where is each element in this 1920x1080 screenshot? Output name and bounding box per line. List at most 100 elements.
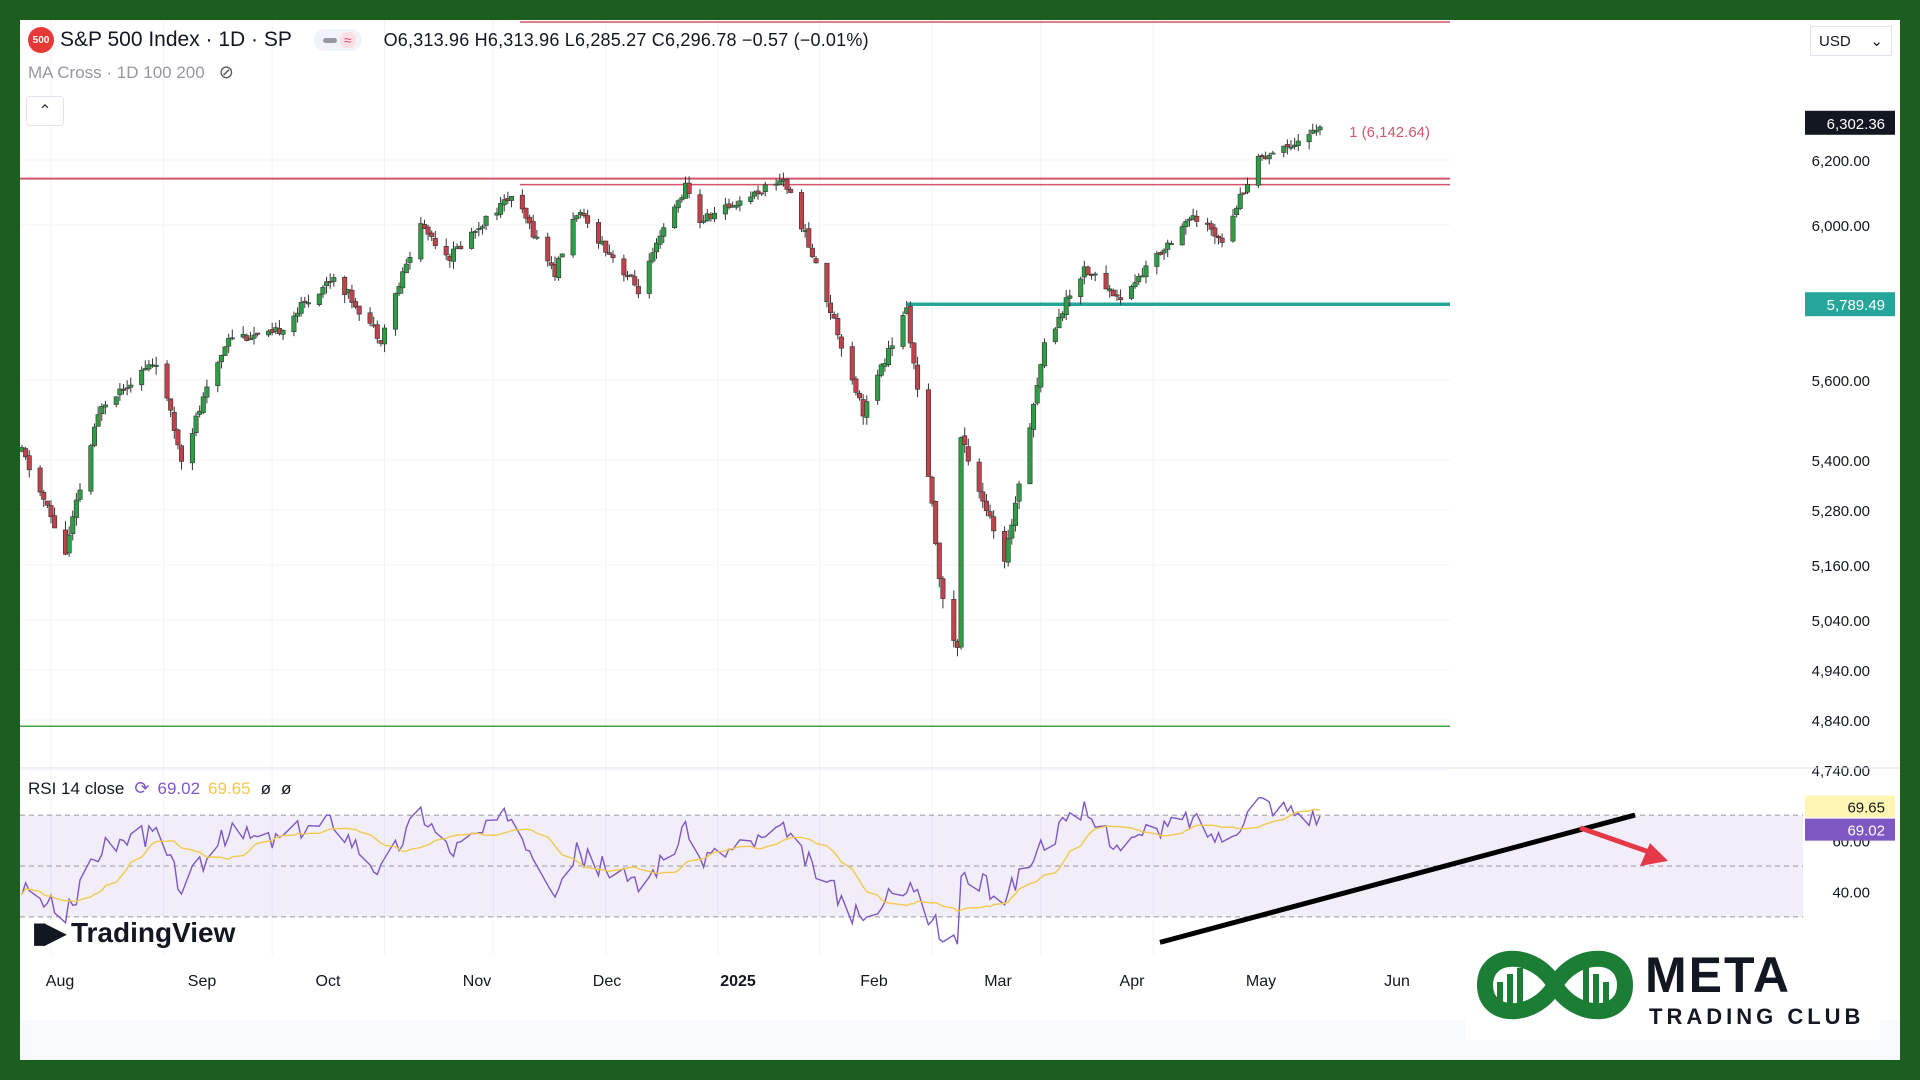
- candle-body: [1234, 207, 1240, 215]
- candle-body: [1092, 273, 1098, 276]
- candle-body: [530, 221, 536, 238]
- candle-body: [838, 336, 844, 349]
- candle-body: [1038, 364, 1044, 388]
- candle-body: [508, 196, 514, 201]
- candle-body: [799, 192, 805, 230]
- chevron-down-icon: ⌄: [1870, 33, 1883, 50]
- currency-select[interactable]: USD ⌄: [1810, 26, 1892, 56]
- candle-body: [933, 501, 939, 544]
- grid-layer: [20, 20, 1450, 955]
- support-badge-text: 5,789.49: [1827, 297, 1885, 314]
- tradingview-wordmark: TradingView: [70, 916, 236, 948]
- candle-body: [117, 388, 123, 396]
- candle-body: [556, 257, 562, 279]
- price-tick-label: 5,600.00: [1812, 373, 1870, 390]
- candle-body: [1114, 294, 1120, 297]
- candle-body: [483, 215, 489, 226]
- candle-body: [1306, 134, 1312, 143]
- candle-body: [23, 448, 29, 458]
- candle-body: [1078, 278, 1084, 298]
- candle-body: [1009, 524, 1015, 539]
- candle-body: [215, 362, 221, 386]
- candle-body: [128, 384, 134, 388]
- collapse-legend-button[interactable]: ⌃: [26, 96, 64, 126]
- candle-body: [733, 204, 739, 208]
- candle-body: [353, 301, 359, 308]
- candle-body: [1060, 313, 1066, 319]
- candle-body: [320, 287, 326, 295]
- price-tick-label: 6,000.00: [1812, 218, 1870, 235]
- meta-trading-club-logo: META TRADING CLUB: [1465, 930, 1880, 1040]
- symbol-title[interactable]: S&P 500 Index · 1D · SP: [60, 28, 292, 51]
- candle-body: [755, 190, 761, 195]
- chart-svg[interactable]: 1 (6,142.64)1 (6,133.36)0.5 (4,827.50)4,…: [20, 20, 1900, 1060]
- candle-body: [251, 334, 257, 339]
- candle-body: [1208, 223, 1214, 230]
- tradingview-logo[interactable]: ▮▶ TradingView: [32, 916, 235, 949]
- candle-body: [291, 315, 297, 333]
- eye-hidden-icon[interactable]: ⊘: [218, 62, 234, 82]
- candle-body: [1230, 215, 1236, 242]
- candle-body: [686, 182, 692, 194]
- candle-body: [1194, 215, 1200, 222]
- currency-label: USD: [1819, 32, 1851, 50]
- candle-body: [527, 216, 533, 224]
- candle-body: [1288, 146, 1294, 149]
- refresh-icon[interactable]: ⟳: [134, 778, 150, 798]
- candle-body: [77, 489, 83, 500]
- candle-body: [991, 516, 997, 532]
- candle-body: [146, 364, 152, 370]
- candle-body: [962, 435, 968, 446]
- candle-body: [621, 258, 627, 276]
- candle-body: [356, 305, 362, 315]
- candle-body: [1161, 249, 1167, 254]
- candle-body: [226, 337, 232, 347]
- candle-body: [907, 305, 913, 344]
- candle-body: [661, 227, 667, 237]
- candle-body: [701, 220, 707, 223]
- candle-body: [1237, 193, 1243, 209]
- indicator-label: MA Cross · 1D 100 200: [28, 62, 205, 82]
- candle-body: [712, 212, 718, 220]
- rsi-line: [21, 796, 1321, 945]
- wave-icon: ≈: [339, 32, 356, 48]
- candle-body: [534, 236, 540, 239]
- price-tick-label: 5,040.00: [1812, 613, 1870, 630]
- candle-body: [987, 511, 993, 517]
- candle-body: [1067, 295, 1073, 299]
- candle-body: [305, 302, 311, 305]
- candle-body: [302, 300, 308, 303]
- chart-style-toggle[interactable]: ≈: [313, 29, 362, 51]
- candle-body: [523, 207, 529, 219]
- candle-body: [1270, 152, 1276, 155]
- candle-body: [331, 277, 337, 282]
- candle-body: [722, 204, 728, 215]
- candle-body: [392, 293, 398, 330]
- candle-body: [229, 337, 235, 340]
- candle-body: [1212, 227, 1218, 237]
- candle-body: [1313, 130, 1319, 133]
- candle-body: [458, 245, 464, 250]
- candle-body: [52, 515, 58, 529]
- candle-body: [1136, 276, 1142, 283]
- candle-body: [762, 184, 768, 192]
- candle-body: [559, 253, 565, 258]
- candle-body: [418, 223, 424, 260]
- candle-body: [66, 534, 72, 554]
- indicator-legend[interactable]: MA Cross · 1D 100 200 ⊘: [28, 62, 234, 83]
- candle-body: [1255, 156, 1261, 186]
- candle-body: [218, 355, 224, 363]
- rsi-legend[interactable]: RSI 14 close ⟳ 69.02 69.65 ø ø: [28, 778, 301, 799]
- price-tick-label: 4,840.00: [1812, 713, 1870, 730]
- rsi-ma-badge: [1805, 795, 1895, 818]
- last-price-badge-text: 6,302.36: [1827, 116, 1885, 133]
- candle-body: [697, 194, 703, 223]
- candle-body: [983, 500, 989, 512]
- candle-body: [501, 199, 507, 206]
- candle-body: [929, 476, 935, 504]
- month-label: Apr: [1120, 973, 1146, 990]
- candle-body: [95, 414, 101, 427]
- candle-body: [1219, 237, 1225, 243]
- candle-body: [824, 262, 830, 303]
- candle-body: [1154, 253, 1160, 267]
